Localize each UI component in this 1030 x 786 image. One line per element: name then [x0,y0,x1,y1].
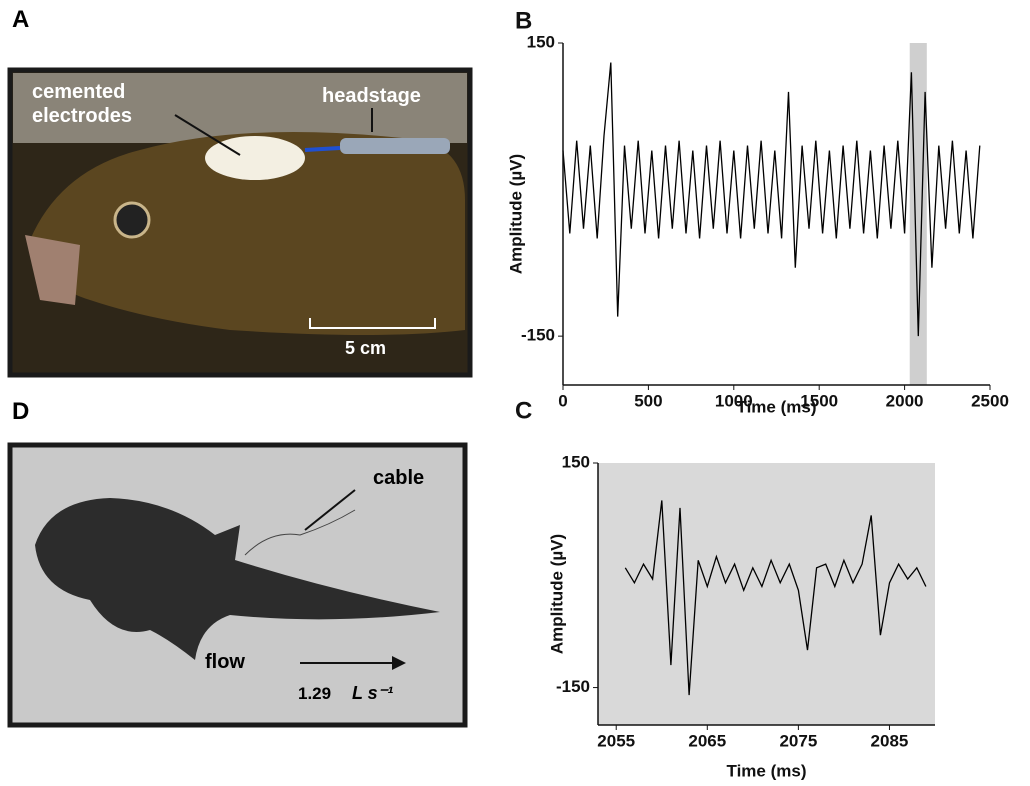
x-tick-label: 0 [558,391,567,410]
arrow [174,114,241,156]
electrode-cement [205,136,305,180]
y-tick-label: 150 [562,452,590,471]
panel-label: C [515,397,532,424]
x-tick-label: 2055 [597,731,635,750]
trace [624,500,927,696]
x-tick-label: 2000 [886,391,924,410]
x-tick-label: 2065 [688,731,726,750]
headstage-device [340,138,450,154]
highlight [909,43,927,385]
panel-label: A [12,6,30,33]
fish-body [30,132,465,335]
fish-mouth [25,235,80,305]
trace [562,62,981,337]
x-tick-label: 1000 [715,391,753,410]
x-tick-label: 2500 [971,391,1009,410]
y-axis-label: Amplitude (µV) [547,534,566,654]
fish-silhouette [35,498,440,660]
y-tick-label: -150 [556,677,590,696]
x-tick-label: 500 [634,391,662,410]
annotation: flow [205,651,245,673]
arrowhead [392,656,406,670]
photo-background [13,73,467,143]
x-axis-label: Time (ms) [727,761,807,780]
x-tick-label: 2085 [871,731,909,750]
scale-label: 5 cm [345,338,387,358]
plot-background [598,463,935,725]
wire [304,146,341,152]
speed: 1.29 [298,684,332,703]
x-axis-label: Time (ms) [737,397,817,416]
y-tick-label: 150 [527,32,555,51]
y-axis-label: Amplitude (µV) [506,154,525,274]
fish-eye [113,201,151,239]
annotation: cable [373,467,425,489]
annotation: cemented electrodes [32,81,133,127]
speed-unit: L s⁻¹ [352,683,394,703]
y-tick-label: -150 [521,326,555,345]
cable-line [244,509,356,556]
x-tick-label: 2075 [779,731,817,750]
scale-bar [309,318,436,329]
arrow [304,489,356,531]
panel-label: D [12,398,30,425]
x-tick-label: 1500 [800,391,838,410]
panel-label: B [515,7,532,34]
annotation: headstage [322,85,421,107]
